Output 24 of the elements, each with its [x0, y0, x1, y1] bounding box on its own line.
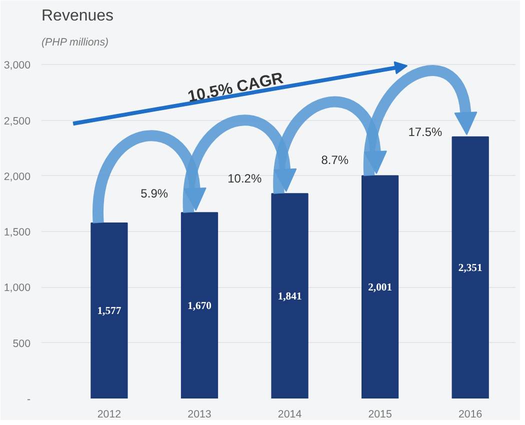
- annotation: 8.7%: [321, 153, 349, 168]
- x-tick-label: 2012: [97, 408, 122, 420]
- data-label: 1,577: [97, 306, 122, 318]
- data-label: 1,670: [188, 301, 212, 312]
- y-tick-label: 3,000: [4, 60, 31, 72]
- y-tick-label: 2,000: [4, 170, 31, 183]
- y-tick-label: 500: [12, 338, 31, 350]
- y-tick-label: 2,500: [4, 115, 31, 128]
- annotation: 5.9%: [140, 186, 168, 200]
- data-label: 1,841: [278, 292, 302, 303]
- annotation: 10.2%: [228, 172, 262, 186]
- annotation: 10.5% CAGR: [186, 70, 286, 106]
- data-label: 2,351: [458, 263, 482, 274]
- y-tick-label: 1,000: [4, 282, 31, 294]
- x-tick-label: 2016: [458, 408, 482, 420]
- x-tick-label: 2014: [278, 408, 302, 420]
- y-tick-label: -: [26, 394, 31, 406]
- chart-subtitle: (PHP millions): [42, 36, 109, 48]
- annotation: 17.5%: [408, 124, 443, 139]
- y-tick-label: 1,500: [4, 226, 31, 239]
- x-tick-label: 2013: [188, 408, 212, 420]
- x-tick-label: 2015: [368, 408, 392, 420]
- data-label: 2,001: [368, 282, 392, 294]
- chart-title: Revenues: [42, 8, 114, 24]
